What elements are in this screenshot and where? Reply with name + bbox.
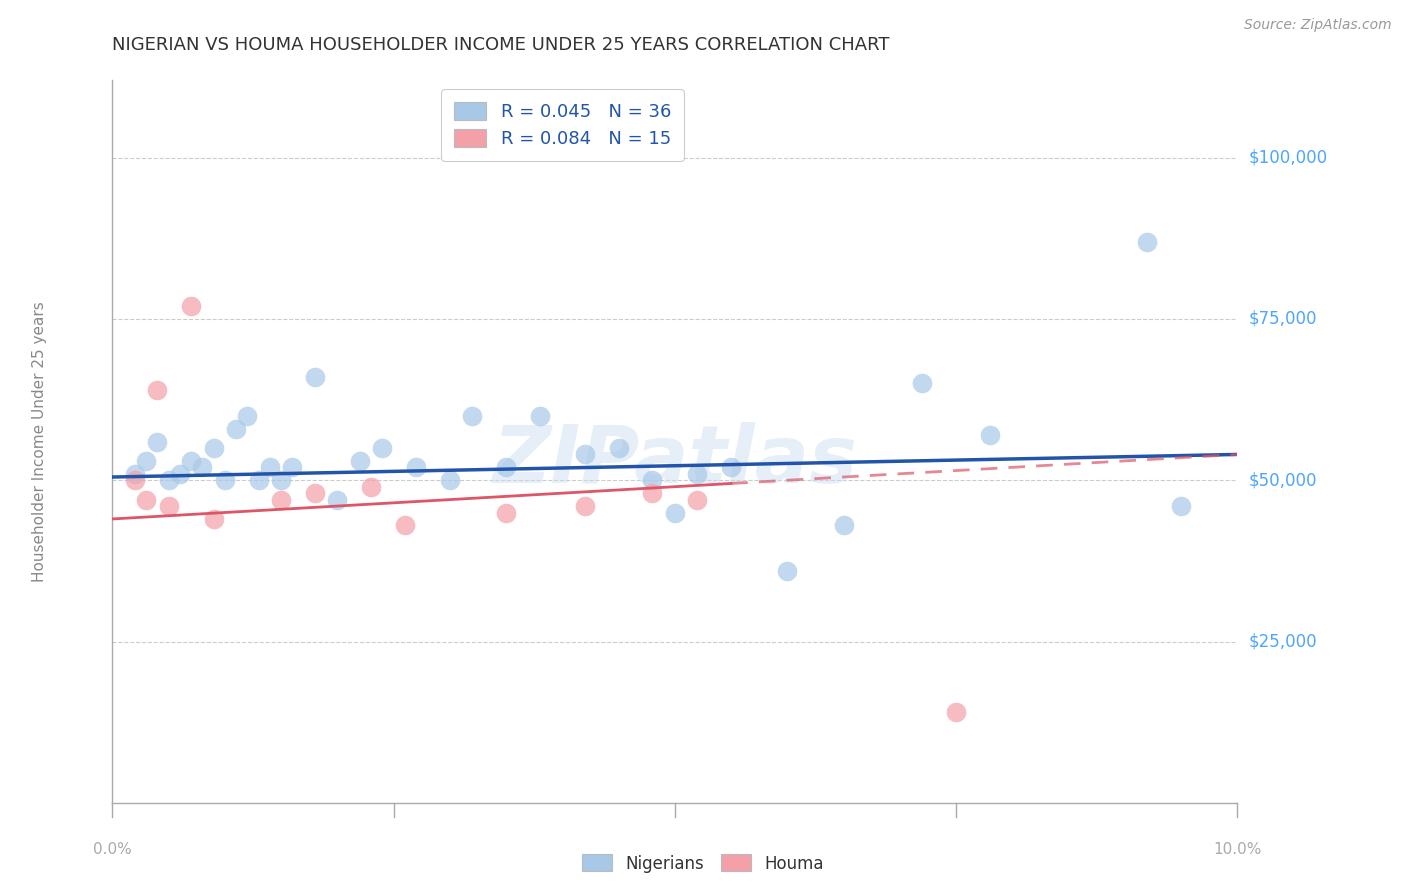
Point	[529, 409, 551, 423]
Legend: Nigerians, Houma: Nigerians, Houma	[575, 847, 831, 880]
Point	[1136, 235, 1159, 249]
Point	[304, 486, 326, 500]
Point	[641, 486, 664, 500]
Point	[202, 441, 225, 455]
Point	[124, 467, 146, 481]
Text: 0.0%: 0.0%	[93, 841, 132, 856]
Point	[236, 409, 259, 423]
Point	[439, 473, 461, 487]
Point	[574, 447, 596, 461]
Point	[686, 467, 709, 481]
Point	[214, 473, 236, 487]
Point	[146, 383, 169, 397]
Point	[135, 454, 157, 468]
Point	[247, 473, 270, 487]
Point	[405, 460, 427, 475]
Text: Source: ZipAtlas.com: Source: ZipAtlas.com	[1244, 18, 1392, 32]
Point	[495, 460, 517, 475]
Point	[641, 473, 664, 487]
Text: $75,000: $75,000	[1249, 310, 1317, 328]
Point	[979, 428, 1001, 442]
Point	[911, 376, 934, 391]
Text: ZIPatlas: ZIPatlas	[492, 422, 858, 500]
Point	[191, 460, 214, 475]
Point	[124, 473, 146, 487]
Point	[146, 434, 169, 449]
Point	[495, 506, 517, 520]
Point	[349, 454, 371, 468]
Point	[664, 506, 686, 520]
Point	[776, 564, 799, 578]
Point	[360, 480, 382, 494]
Point	[169, 467, 191, 481]
Point	[945, 706, 967, 720]
Point	[225, 422, 247, 436]
Point	[607, 441, 630, 455]
Text: NIGERIAN VS HOUMA HOUSEHOLDER INCOME UNDER 25 YEARS CORRELATION CHART: NIGERIAN VS HOUMA HOUSEHOLDER INCOME UND…	[112, 36, 890, 54]
Text: 10.0%: 10.0%	[1213, 841, 1261, 856]
Point	[461, 409, 484, 423]
Point	[574, 499, 596, 513]
Point	[180, 299, 202, 313]
Point	[686, 492, 709, 507]
Text: $25,000: $25,000	[1249, 632, 1317, 650]
Point	[135, 492, 157, 507]
Point	[371, 441, 394, 455]
Point	[270, 492, 292, 507]
Point	[281, 460, 304, 475]
Point	[326, 492, 349, 507]
Point	[720, 460, 742, 475]
Point	[270, 473, 292, 487]
Text: $100,000: $100,000	[1249, 149, 1327, 167]
Point	[259, 460, 281, 475]
Point	[832, 518, 855, 533]
Point	[180, 454, 202, 468]
Text: Householder Income Under 25 years: Householder Income Under 25 years	[32, 301, 46, 582]
Point	[394, 518, 416, 533]
Legend: R = 0.045   N = 36, R = 0.084   N = 15: R = 0.045 N = 36, R = 0.084 N = 15	[441, 89, 683, 161]
Point	[202, 512, 225, 526]
Text: $50,000: $50,000	[1249, 471, 1317, 489]
Point	[304, 370, 326, 384]
Point	[157, 473, 180, 487]
Point	[1170, 499, 1192, 513]
Point	[157, 499, 180, 513]
